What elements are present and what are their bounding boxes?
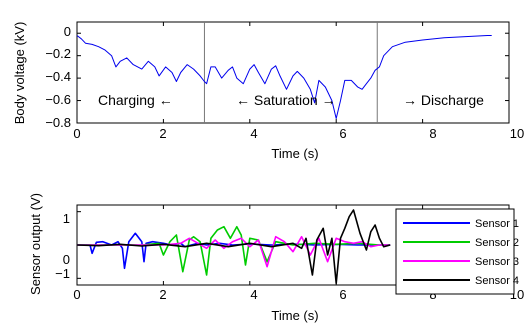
annotation-discharge: → Discharge (403, 92, 484, 108)
series-body-voltage (76, 35, 492, 119)
y-axis-label-top: Body voltage (kV) (12, 22, 27, 125)
y-tick-label: −0.8 (45, 115, 71, 130)
x-tick-label: 8 (429, 126, 436, 141)
y-tick-label: 1 (63, 211, 70, 226)
y-tick-label: −0.4 (45, 69, 71, 84)
x-axis-label-bottom: Time (s) (271, 308, 318, 323)
series-sensor-1 (77, 232, 391, 270)
x-tick-label: 10 (510, 126, 524, 141)
y-tick-label: −0.6 (45, 92, 71, 107)
sensor-output-chart: 0 2 4 6 8 10 1 0 −1 Sensor 1 Sensor 2 Se… (28, 193, 524, 323)
x-tick-label: 0 (73, 126, 80, 141)
x-tick-label: 6 (339, 287, 346, 302)
series-sensor-2 (77, 225, 391, 276)
sensor-series (76, 209, 391, 285)
legend-label: Sensor 4 (475, 275, 519, 287)
body-voltage-series (76, 35, 492, 119)
y-tick-labels-bottom: 1 0 −1 (55, 211, 70, 281)
y-tick-labels-top: 0 −0.2 −0.4 −0.6 −0.8 (45, 24, 71, 130)
x-tick-label: 2 (159, 126, 166, 141)
x-tick-label: 6 (339, 126, 346, 141)
legend: Sensor 1 Sensor 2 Sensor 3 Sensor 4 (395, 208, 519, 295)
annotation-charging: Charging ← (98, 92, 173, 108)
x-tick-labels-top: 0 2 4 6 8 10 (73, 126, 524, 141)
x-tick-label: 2 (159, 287, 166, 302)
tick-marks-top (76, 22, 510, 124)
x-tick-label: 0 (73, 287, 80, 302)
y-tick-label: −1 (55, 266, 70, 281)
legend-label: Sensor 1 (475, 218, 519, 230)
legend-label: Sensor 3 (475, 256, 519, 268)
y-tick-label: −0.2 (45, 46, 71, 61)
x-tick-label: 4 (250, 126, 257, 141)
legend-label: Sensor 2 (475, 237, 519, 249)
annotation-saturation: ← Saturation → (236, 92, 336, 108)
plot-frame-top (76, 21, 510, 124)
y-axis-label-bottom: Sensor output (V) (28, 193, 43, 295)
x-tick-label: 4 (250, 287, 257, 302)
y-tick-label: 0 (64, 24, 71, 39)
series-sensor-4 (76, 209, 391, 285)
y-tick-label: 0 (63, 252, 70, 267)
body-voltage-chart: 0 2 4 6 8 10 0 −0.2 −0.4 −0.6 −0.8 Charg… (12, 21, 524, 161)
x-axis-label-top: Time (s) (271, 146, 318, 161)
